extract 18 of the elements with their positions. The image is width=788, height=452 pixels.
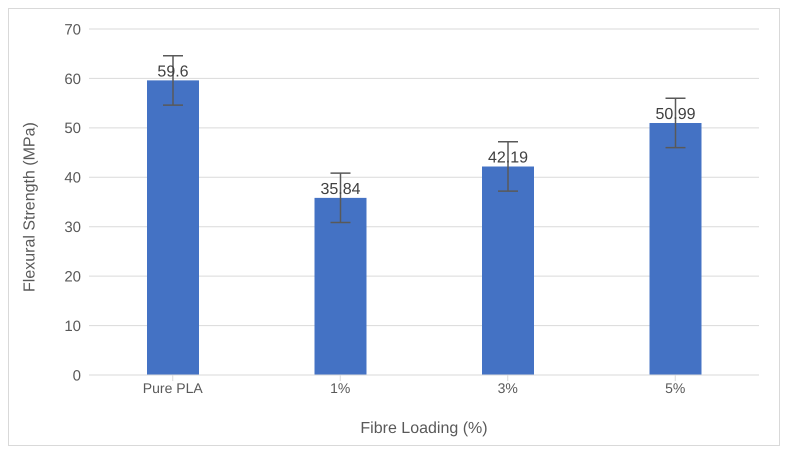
x-tick-label: 1%	[330, 380, 350, 396]
y-tick-label: 50	[64, 120, 81, 138]
x-tick-label: 3%	[498, 380, 518, 396]
y-tick-label: 0	[72, 367, 81, 384]
bar	[147, 80, 199, 375]
y-tick-label: 30	[64, 219, 81, 236]
bar	[314, 198, 366, 375]
y-tick-label: 70	[64, 21, 81, 38]
x-tick-label: Pure PLA	[142, 380, 204, 396]
x-tick-label: 5%	[665, 380, 686, 396]
x-axis-title: Fibre Loading (%)	[360, 420, 488, 437]
y-tick-label: 60	[64, 70, 81, 88]
bar	[482, 166, 534, 375]
y-tick-label: 10	[64, 318, 81, 335]
y-tick-label: 40	[64, 170, 81, 187]
bar	[650, 122, 702, 375]
y-tick-label: 20	[64, 268, 81, 286]
y-axis-title: Flexural Strength (MPa)	[22, 122, 39, 292]
